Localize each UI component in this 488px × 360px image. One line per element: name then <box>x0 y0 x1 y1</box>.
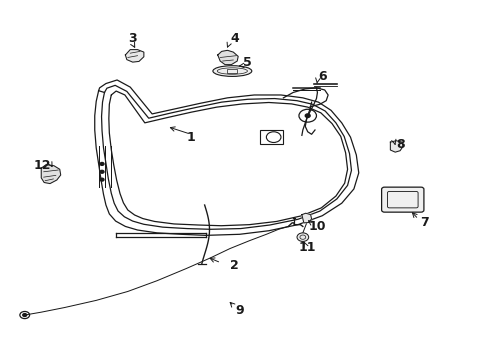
Text: 7: 7 <box>419 216 428 229</box>
Ellipse shape <box>212 66 251 76</box>
Text: 8: 8 <box>395 138 404 151</box>
Text: 11: 11 <box>298 241 316 255</box>
Text: 12: 12 <box>34 159 51 172</box>
Text: 4: 4 <box>230 32 239 45</box>
Text: 1: 1 <box>186 131 195 144</box>
Circle shape <box>100 178 104 181</box>
FancyBboxPatch shape <box>381 187 423 212</box>
Polygon shape <box>217 50 238 64</box>
Polygon shape <box>41 165 61 184</box>
Polygon shape <box>389 141 402 152</box>
Bar <box>259 130 283 144</box>
Text: 10: 10 <box>308 220 325 233</box>
Text: 3: 3 <box>128 32 137 45</box>
Text: 6: 6 <box>317 70 326 83</box>
Polygon shape <box>125 50 143 62</box>
Text: 9: 9 <box>235 304 244 317</box>
Circle shape <box>100 162 104 165</box>
Text: 2: 2 <box>230 259 239 272</box>
Circle shape <box>100 170 104 173</box>
Polygon shape <box>301 213 311 223</box>
Circle shape <box>23 314 27 316</box>
Circle shape <box>305 114 309 117</box>
Text: 5: 5 <box>242 55 251 69</box>
Bar <box>227 69 237 73</box>
Circle shape <box>296 233 308 242</box>
